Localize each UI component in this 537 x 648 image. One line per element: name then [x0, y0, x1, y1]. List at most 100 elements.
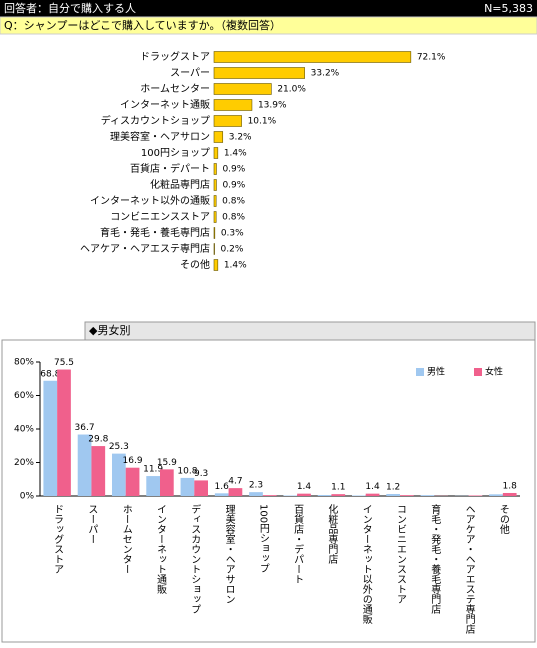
legend-label: 女性: [485, 366, 503, 378]
x-tick-label: ディスカウントショップ: [189, 503, 201, 614]
value-label: 0.8%: [222, 213, 245, 223]
bar: [331, 494, 345, 496]
value-label: 1.4: [297, 482, 312, 492]
category-label: ドラッグストア: [140, 50, 210, 63]
x-tick-label: 百貨店・デパート: [292, 504, 304, 584]
bar: [214, 244, 215, 255]
value-label: 0.3%: [221, 229, 244, 239]
bar: [214, 132, 223, 143]
bar: [214, 116, 242, 127]
bar: [126, 468, 140, 496]
value-label: 9.3: [194, 469, 208, 479]
category-label: インターネット通販: [120, 99, 210, 111]
bar: [297, 494, 311, 496]
x-tick-label: インターネット以外の通販: [360, 504, 372, 625]
value-label: 15.9: [157, 458, 177, 468]
value-label: 75.5: [54, 358, 74, 368]
value-label: 16.9: [123, 456, 143, 466]
bar: [214, 212, 216, 223]
section-header: [85, 322, 535, 340]
legend-swatch: [474, 368, 482, 376]
bar: [214, 260, 218, 271]
bar: [263, 495, 277, 496]
bar: [214, 228, 215, 239]
value-label: 33.2%: [311, 69, 340, 79]
x-tick-label: ホームセンター: [120, 504, 132, 574]
value-label: 1.4%: [224, 261, 247, 271]
bar: [400, 495, 414, 496]
bar: [91, 446, 105, 496]
category-label: ホームセンター: [140, 83, 210, 95]
category-label: 育毛・発毛・養毛専門店: [100, 226, 210, 239]
legend-swatch: [416, 368, 424, 376]
bar: [503, 493, 517, 496]
bar: [214, 148, 218, 159]
bar: [214, 84, 271, 95]
value-label: 29.8: [88, 435, 108, 445]
bar: [352, 495, 366, 496]
bar: [146, 476, 160, 496]
category-label: インターネット以外の通販: [90, 195, 210, 207]
y-tick-label: 20%: [14, 458, 34, 468]
bar: [194, 480, 208, 496]
category-label: 百貨店・デパート: [130, 162, 210, 175]
value-label: 25.3: [109, 442, 129, 452]
bar: [160, 469, 174, 496]
bar: [366, 494, 380, 496]
x-tick-label: コンビニエンスストア: [395, 504, 407, 604]
x-tick-label: 化粧品専門店: [326, 503, 338, 565]
value-label: 1.8: [503, 481, 518, 491]
x-tick-label: スーパー: [86, 504, 98, 544]
bar: [421, 495, 435, 496]
x-tick-label: 理美容室・ヘアサロン: [223, 504, 235, 604]
bar: [469, 495, 483, 496]
legend-label: 男性: [427, 366, 445, 378]
bar: [214, 100, 252, 111]
value-label: 4.7: [228, 477, 242, 487]
x-tick-label: 100円ショップ: [257, 504, 269, 573]
bar: [43, 381, 57, 496]
question: Q：シャンプーはどこで購入していますか。（複数回答）: [4, 18, 281, 32]
y-tick-label: 60%: [14, 391, 34, 401]
value-label: 21.0%: [277, 85, 306, 95]
value-label: 2.3: [249, 481, 263, 491]
bar: [215, 493, 229, 496]
value-label: 1.4: [365, 482, 380, 492]
value-label: 13.9%: [258, 101, 287, 111]
x-tick-label: インターネット通販: [155, 504, 167, 595]
respondents: 回答者：自分で購入する人: [4, 1, 136, 15]
category-label: 理美容室・ヘアサロン: [110, 130, 210, 143]
value-label: 0.9%: [222, 181, 245, 191]
value-label: 1.6: [215, 482, 230, 492]
category-label: スーパー: [170, 67, 210, 79]
value-label: 10.1%: [248, 117, 277, 127]
section-title: ◆男女別: [89, 323, 130, 337]
category-label: その他: [180, 258, 210, 271]
value-label: 0.9%: [222, 165, 245, 175]
y-tick-label: 40%: [14, 425, 34, 435]
bar: [214, 196, 216, 207]
bar: [318, 495, 332, 496]
x-tick-label: ドラッグストア: [52, 504, 64, 574]
x-tick-label: その他: [497, 504, 509, 535]
value-label: 1.1: [331, 483, 345, 493]
value-label: 0.2%: [221, 245, 244, 255]
value-label: 36.7: [75, 423, 95, 433]
category-label: コンビニエンスストア: [110, 211, 210, 223]
value-label: 0.8%: [222, 197, 245, 207]
y-tick-label: 80%: [14, 358, 34, 368]
category-label: ヘアケア・ヘアエステ専門店: [80, 242, 210, 255]
bar: [214, 180, 216, 191]
x-tick-label: ヘアケア・ヘアエステ専門店: [463, 504, 475, 635]
bar: [214, 68, 305, 79]
sample-size: N=5,383: [484, 2, 533, 15]
bar: [249, 492, 263, 496]
bar: [229, 488, 243, 496]
x-tick-label: 育毛・発毛・養毛専門店: [429, 503, 441, 615]
value-label: 3.2%: [229, 133, 252, 143]
bar: [283, 495, 297, 496]
category-label: 化粧品専門店: [150, 178, 210, 191]
bar: [489, 494, 503, 496]
